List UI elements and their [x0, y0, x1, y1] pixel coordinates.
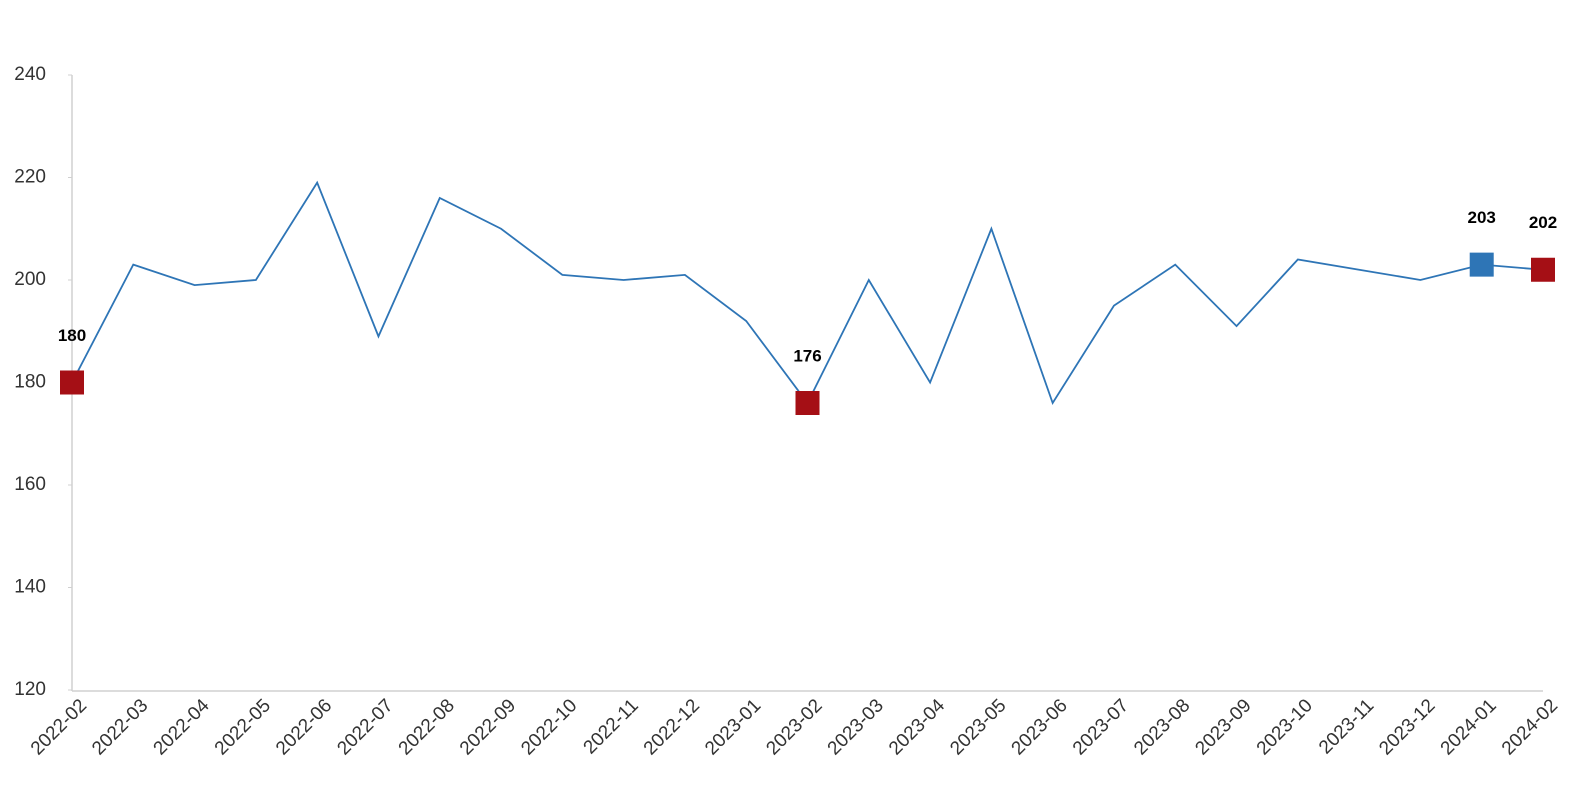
x-tick-label: 2022-06	[272, 695, 336, 759]
x-tick-label: 2024-01	[1437, 695, 1501, 759]
marker	[1469, 252, 1494, 277]
marker	[60, 370, 84, 395]
x-tick-label: 2023-06	[1008, 695, 1072, 759]
y-tick-label: 180	[14, 372, 46, 393]
y-tick-label: 120	[14, 679, 46, 700]
y-tick-label: 140	[14, 577, 46, 598]
x-tick-label: 2023-11	[1315, 695, 1378, 758]
x-tick-label: 2022-09	[456, 695, 520, 759]
x-tick-label: 2023-10	[1253, 695, 1317, 759]
y-tick-label: 200	[14, 269, 46, 290]
x-tick-label: 2023-08	[1130, 695, 1194, 759]
x-tick-label: 2023-01	[701, 695, 765, 759]
marker	[795, 391, 820, 415]
y-tick-label: 220	[14, 167, 46, 188]
x-tick-label: 2023-05	[946, 695, 1010, 759]
x-tick-label: 2023-12	[1375, 695, 1439, 759]
x-tick-label: 2022-04	[150, 695, 214, 759]
x-tick-label: 2022-08	[395, 695, 459, 759]
x-tick-label: 2023-04	[885, 695, 949, 759]
x-tick-label: 2022-11	[580, 695, 643, 758]
x-tick-label: 2022-10	[517, 695, 581, 759]
line	[71, 180, 1544, 406]
value-label: 180	[58, 326, 86, 345]
value-label: 202	[1529, 213, 1557, 232]
x-tick-label: 2022-12	[640, 695, 704, 759]
x-tick-label: 2024-02	[1498, 695, 1562, 759]
y-tick-label: 160	[14, 474, 46, 495]
x-tick-label: 2023-03	[824, 695, 888, 759]
x-tick-label: 2023-02	[762, 695, 826, 759]
x-tick-label: 2022-07	[333, 695, 397, 759]
x-tick-label: 2022-05	[211, 695, 275, 759]
marker	[1531, 257, 1555, 282]
value-label: 203	[1468, 208, 1496, 227]
x-tick-label: 2023-07	[1069, 695, 1133, 759]
x-tick-label: 2022-02	[27, 695, 91, 759]
y-tick-label: 240	[14, 64, 46, 85]
value-label: 176	[793, 346, 821, 365]
x-tick-label: 2023-09	[1191, 695, 1255, 759]
x-tick-label: 2022-03	[88, 695, 152, 759]
